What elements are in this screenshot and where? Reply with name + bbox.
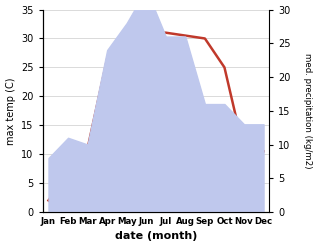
Y-axis label: max temp (C): max temp (C) [5, 77, 16, 144]
Y-axis label: med. precipitation (kg/m2): med. precipitation (kg/m2) [303, 53, 313, 168]
X-axis label: date (month): date (month) [115, 231, 197, 242]
